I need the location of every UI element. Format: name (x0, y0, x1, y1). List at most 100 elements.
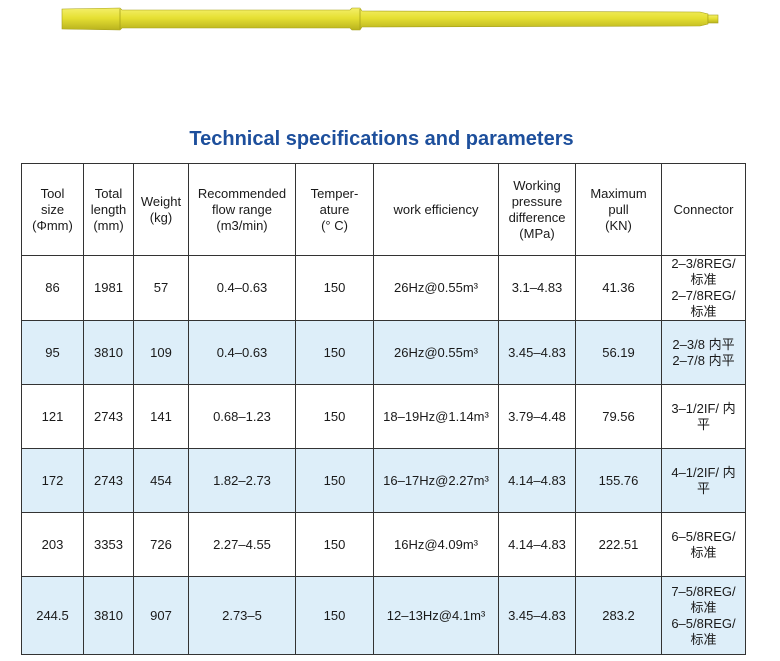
column-header-line: pressure (511, 193, 563, 209)
column-header-line: Connector (673, 201, 734, 217)
cell-pressure: 3.45–4.83 (498, 576, 576, 655)
column-header-line: Working (513, 177, 561, 193)
cell-weight: 454 (133, 448, 189, 513)
drill-tool-image (61, 7, 719, 31)
column-header-line: Maximum (590, 185, 647, 201)
cell-connector: 6–5/8REG/标准 (661, 512, 746, 577)
column-header: work efficiency (373, 163, 499, 256)
cell-weight: 57 (133, 255, 189, 321)
column-header-line: flow range (212, 201, 272, 217)
cell-length: 1981 (83, 255, 134, 321)
connector-line: 2–3/8REG/ (671, 256, 736, 272)
cell-temp: 150 (295, 384, 374, 449)
table-row: 203 3353 726 2.27–4.55 150 16Hz@4.09m³ 4.14–4.… (21, 512, 746, 577)
cell-flow: 1.82–2.73 (188, 448, 296, 513)
connector-line: 2–3/8 内平 (672, 336, 735, 352)
cell-size: 95 (21, 320, 84, 385)
cell-size: 203 (21, 512, 84, 577)
cell-weight: 109 (133, 320, 189, 385)
connector-line: 6–5/8REG/ (671, 528, 736, 544)
cell-efficiency: 18–19Hz@1.14m³ (373, 384, 499, 449)
column-header-line: Weight (140, 193, 182, 209)
column-header: Tool size (Φmm) (21, 163, 84, 256)
connector-line: 3–1/2IF/ 内 (671, 400, 736, 416)
cell-pull: 79.56 (575, 384, 662, 449)
column-header-line: (Φmm) (32, 217, 73, 233)
column-header-line: pull (608, 201, 629, 217)
cell-temp: 150 (295, 320, 374, 385)
cell-length: 2743 (83, 384, 134, 449)
cell-length: 3353 (83, 512, 134, 577)
cell-weight: 141 (133, 384, 189, 449)
cell-temp: 150 (295, 512, 374, 577)
column-header-line: (m3/min) (216, 217, 268, 233)
column-header: Connector (661, 163, 746, 256)
cell-pull: 56.19 (575, 320, 662, 385)
connector-line: 2–7/8REG/ (671, 288, 736, 303)
column-header: Maximum pull (KN) (575, 163, 662, 256)
cell-efficiency: 26Hz@0.55m³ (373, 320, 499, 385)
column-header-line: Tool (40, 185, 65, 201)
column-header-line: size (40, 201, 65, 217)
cell-flow: 0.4–0.63 (188, 255, 296, 321)
cell-size: 244.5 (21, 576, 84, 655)
cell-pressure: 3.45–4.83 (498, 320, 576, 385)
cell-size: 172 (21, 448, 84, 513)
cell-temp: 150 (295, 576, 374, 655)
column-header: Total length (mm) (83, 163, 134, 256)
connector-line: 2–7/8 内平 (672, 352, 735, 368)
table-row: 244.5 3810 907 2.73–5 150 12–13Hz@4.1m³ 3.45–4… (21, 576, 746, 655)
column-header: Working pressure difference (MPa) (498, 163, 576, 256)
column-header-line: (mm) (93, 217, 124, 233)
cell-efficiency: 16Hz@4.09m³ (373, 512, 499, 577)
cell-weight: 907 (133, 576, 189, 655)
column-header: Temper-ature (° C) (295, 163, 374, 256)
cell-pull: 41.36 (575, 255, 662, 321)
cell-pull: 283.2 (575, 576, 662, 655)
cell-pressure: 3.79–4.48 (498, 384, 576, 449)
cell-size: 86 (21, 255, 84, 321)
column-header-line: work efficiency (393, 201, 479, 217)
cell-size: 121 (21, 384, 84, 449)
cell-connector: 2–3/8 内平 2–7/8 内平 (661, 320, 746, 385)
table-row: 121 2743 141 0.68–1.23 150 18–19Hz@1.14m³ 3.79… (21, 384, 746, 449)
connector-line: 平 (696, 416, 710, 432)
cell-pressure: 3.1–4.83 (498, 255, 576, 321)
cell-connector: 2–3/8REG/标准 2–7/8REG/标准 (661, 255, 746, 321)
cell-length: 2743 (83, 448, 134, 513)
cell-flow: 2.73–5 (188, 576, 296, 655)
cell-pull: 155.76 (575, 448, 662, 513)
cell-length: 3810 (83, 320, 134, 385)
cell-connector: 3–1/2IF/ 内平 (661, 384, 746, 449)
cell-flow: 0.68–1.23 (188, 384, 296, 449)
cell-efficiency: 12–13Hz@4.1m³ (373, 576, 499, 655)
cell-efficiency: 26Hz@0.55m³ (373, 255, 499, 321)
column-header-line: (° C) (321, 217, 348, 233)
cell-pressure: 4.14–4.83 (498, 512, 576, 577)
column-header-line: (MPa) (519, 225, 555, 241)
connector-line: 标准 (690, 599, 717, 615)
cell-flow: 2.27–4.55 (188, 512, 296, 577)
cell-connector: 7–5/8REG/标准 6–5/8REG/标准 (661, 576, 746, 655)
cell-flow: 0.4–0.63 (188, 320, 296, 385)
cell-connector: 4–1/2IF/ 内平 (661, 448, 746, 513)
connector-line: 6–5/8REG/ (671, 615, 736, 631)
column-header-line: Recommended (197, 185, 287, 201)
table-row: 86 1981 57 0.4–0.63 150 26Hz@0.55m³ 3.1–4.83 41… (21, 255, 746, 321)
header-row: Tool size (Φmm) Total length (mm) Weight (kg) Re… (21, 163, 746, 256)
column-header-line: difference (508, 209, 566, 225)
column-header-line: Total (94, 185, 123, 201)
page-title: Technical specifications and parameters (189, 128, 574, 150)
connector-line: 平 (696, 480, 710, 496)
specs-table: Tool size (Φmm) Total length (mm) Weight (kg) Re… (21, 163, 746, 655)
connector-line: 标准 (690, 304, 717, 319)
column-header-line: length (90, 201, 127, 217)
cell-temp: 150 (295, 255, 374, 321)
connector-line: 4–1/2IF/ 内 (671, 464, 736, 480)
connector-line: 标准 (690, 544, 717, 560)
cell-weight: 726 (133, 512, 189, 577)
table-row: 172 2743 454 1.82–2.73 150 16–17Hz@2.27m³ 4.14… (21, 448, 746, 513)
column-header-line: (KN) (605, 217, 632, 233)
connector-line: 标准 (690, 272, 717, 287)
column-header: Weight (kg) (133, 163, 189, 256)
